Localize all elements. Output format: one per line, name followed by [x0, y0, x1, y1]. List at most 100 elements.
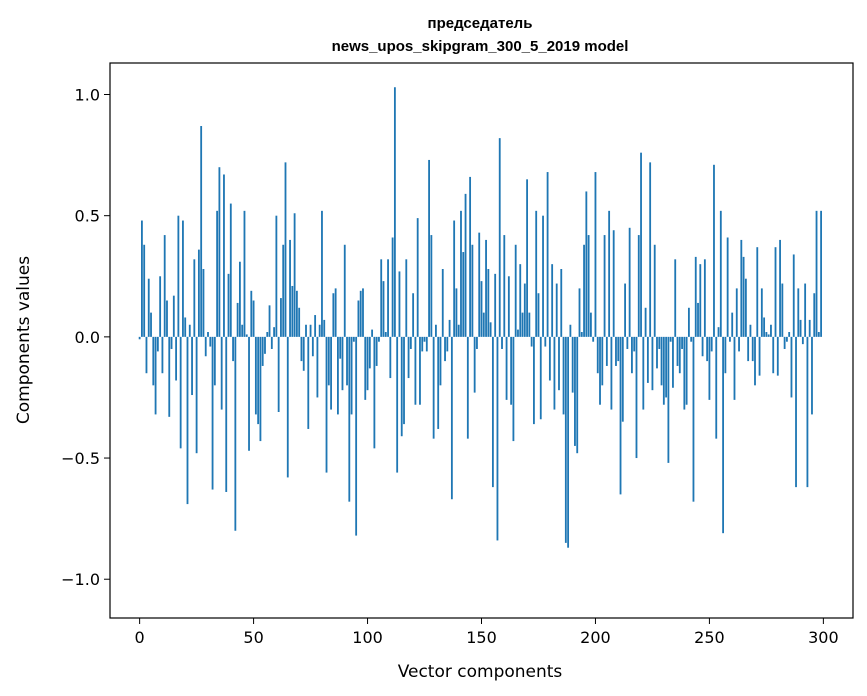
bar: [635, 336, 638, 459]
bar: [710, 336, 713, 352]
bar: [808, 319, 811, 337]
bar: [273, 327, 276, 337]
bar: [551, 264, 554, 337]
bar: [416, 218, 419, 337]
bar: [580, 332, 583, 337]
bar: [152, 336, 155, 386]
bar: [517, 329, 519, 337]
bar: [464, 193, 467, 337]
bar: [571, 336, 574, 393]
bar: [448, 319, 451, 337]
y-tick-label: −0.5: [61, 449, 100, 468]
bar: [234, 336, 237, 531]
bar: [546, 172, 549, 337]
bar: [510, 336, 513, 405]
bar: [409, 336, 412, 349]
bar: [487, 269, 490, 337]
bar: [685, 336, 688, 405]
bar: [599, 336, 601, 405]
bar: [346, 336, 348, 386]
bar: [567, 336, 570, 548]
x-tick-label: 150: [466, 628, 497, 647]
bar: [300, 336, 303, 362]
bar: [610, 336, 613, 410]
bar: [783, 336, 786, 349]
bar: [617, 336, 620, 362]
bar: [656, 336, 658, 369]
bar: [238, 261, 241, 337]
bar: [797, 288, 800, 337]
bar: [706, 336, 709, 362]
bar: [339, 336, 342, 359]
bar: [772, 336, 775, 374]
bar: [257, 336, 260, 425]
bar: [311, 336, 314, 357]
bar: [471, 244, 474, 337]
x-tick-label: 200: [580, 628, 611, 647]
bar: [703, 259, 706, 337]
bar: [662, 336, 665, 405]
bar: [644, 307, 647, 337]
bar: [507, 276, 510, 337]
bar: [382, 281, 385, 337]
bar: [574, 336, 576, 446]
bar: [282, 244, 285, 337]
bar: [747, 336, 750, 362]
bar: [719, 210, 722, 337]
bar: [694, 256, 697, 337]
bar: [421, 336, 424, 352]
bar: [236, 302, 239, 337]
bar: [690, 336, 693, 342]
bar: [726, 237, 729, 337]
bar: [608, 210, 611, 337]
bar: [243, 210, 246, 337]
bar: [302, 336, 305, 371]
bar: [138, 336, 141, 340]
bar: [193, 259, 196, 337]
bar: [503, 235, 506, 337]
bar: [774, 247, 777, 337]
bar: [291, 285, 294, 337]
bar: [229, 203, 232, 337]
bar: [519, 264, 522, 337]
bar: [168, 336, 171, 417]
bar: [485, 239, 487, 337]
x-tick-label: 50: [243, 628, 263, 647]
bar: [558, 336, 560, 391]
bar: [535, 210, 538, 337]
y-tick-label: 1.0: [75, 86, 100, 105]
bar: [498, 138, 501, 337]
bar: [537, 293, 540, 337]
bar: [398, 271, 401, 337]
bar: [204, 336, 207, 357]
bar: [446, 336, 449, 352]
bar: [378, 336, 380, 342]
bar: [289, 239, 291, 337]
bar: [589, 312, 592, 337]
bar: [177, 215, 180, 337]
bar: [585, 191, 588, 337]
bar: [742, 256, 745, 337]
bar: [646, 336, 649, 383]
bar: [232, 336, 234, 362]
bar: [505, 336, 508, 400]
bar: [175, 336, 178, 381]
bar: [439, 336, 442, 386]
bar: [156, 336, 159, 352]
bar: [197, 249, 200, 337]
bar: [357, 300, 360, 337]
bar: [651, 336, 654, 391]
bar: [724, 336, 727, 374]
bar: [270, 336, 273, 349]
bar: [533, 336, 535, 425]
bar: [163, 235, 166, 337]
bar: [521, 312, 524, 337]
bar: [154, 336, 157, 415]
bar: [348, 336, 351, 502]
bar: [140, 220, 143, 337]
bar: [332, 293, 335, 337]
y-tick-label: −1.0: [61, 570, 100, 589]
bar: [491, 336, 494, 488]
bar: [756, 247, 759, 337]
bar: [380, 259, 383, 337]
